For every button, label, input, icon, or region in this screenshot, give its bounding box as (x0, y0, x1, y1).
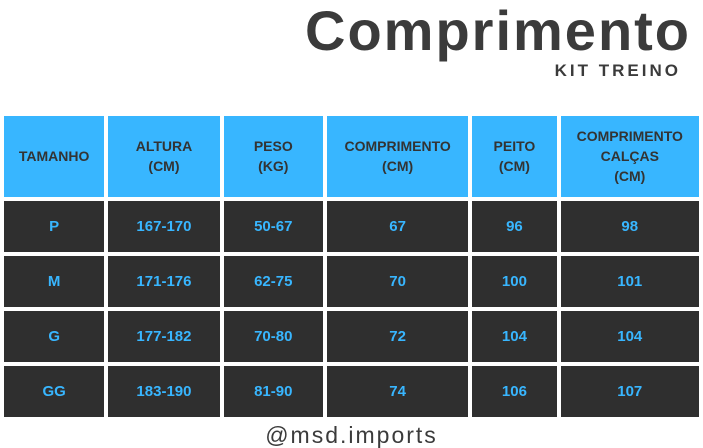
table-row-p: P 167-170 50-67 67 96 98 (4, 200, 699, 252)
column-header-tamanho: TAMANHO (4, 115, 105, 197)
column-label: COMPRIMENTO CALÇAS (576, 127, 683, 165)
cell-comprimento-calcas: 98 (560, 200, 699, 252)
cell-peso: 81-90 (223, 365, 323, 417)
column-unit: (KG) (258, 158, 289, 175)
column-label: COMPRIMENTO (344, 137, 451, 154)
cell-altura: 177-182 (108, 310, 220, 362)
table-row-g: G 177-182 70-80 72 104 104 (4, 310, 699, 362)
cell-peso: 70-80 (223, 310, 323, 362)
column-header-comprimento-calcas: COMPRIMENTO CALÇAS (CM) (560, 115, 699, 197)
cell-peito: 100 (472, 255, 557, 307)
column-label: ALTURA (135, 137, 193, 154)
cell-comprimento: 72 (326, 310, 469, 362)
size-table-body: P 167-170 50-67 67 96 98 M 171-176 62-75… (4, 200, 699, 417)
cell-peso: 62-75 (223, 255, 323, 307)
cell-comprimento-calcas: 107 (560, 365, 699, 417)
cell-comprimento-calcas: 101 (560, 255, 699, 307)
column-header-altura: ALTURA (CM) (108, 115, 220, 197)
table-row-m: M 171-176 62-75 70 100 101 (4, 255, 699, 307)
column-label: PESO (253, 137, 293, 154)
column-header-peito: PEITO (CM) (472, 115, 557, 197)
cell-comprimento: 67 (326, 200, 469, 252)
column-header-peso: PESO (KG) (223, 115, 323, 197)
header-row: TAMANHO ALTURA (CM) PESO (KG) COMPRIMENT… (4, 115, 699, 197)
cell-size: G (4, 310, 105, 362)
cell-size: GG (4, 365, 105, 417)
page-subtitle: KIT TREINO (554, 60, 681, 80)
footer-handle: @msd.imports (265, 421, 438, 448)
cell-comprimento: 74 (326, 365, 469, 417)
page-title: Comprimento (305, 0, 691, 62)
cell-size: M (4, 255, 105, 307)
column-unit: (CM) (148, 158, 180, 175)
cell-altura: 167-170 (108, 200, 220, 252)
cell-size: P (4, 200, 105, 252)
cell-peito: 96 (472, 200, 557, 252)
cell-comprimento-calcas: 104 (560, 310, 699, 362)
page-header: Comprimento KIT TREINO (0, 0, 703, 82)
column-header-comprimento: COMPRIMENTO (CM) (326, 115, 469, 197)
column-unit: (CM) (382, 158, 414, 175)
size-table-header: TAMANHO ALTURA (CM) PESO (KG) COMPRIMENT… (4, 115, 699, 197)
column-label: PEITO (493, 137, 536, 154)
size-table: TAMANHO ALTURA (CM) PESO (KG) COMPRIMENT… (0, 112, 703, 421)
cell-peso: 50-67 (223, 200, 323, 252)
table-row-gg: GG 183-190 81-90 74 106 107 (4, 365, 699, 417)
column-unit: (CM) (614, 168, 646, 185)
cell-altura: 183-190 (108, 365, 220, 417)
column-label: TAMANHO (18, 148, 90, 165)
cell-peito: 104 (472, 310, 557, 362)
cell-altura: 171-176 (108, 255, 220, 307)
cell-peito: 106 (472, 365, 557, 417)
column-unit: (CM) (498, 158, 530, 175)
cell-comprimento: 70 (326, 255, 469, 307)
